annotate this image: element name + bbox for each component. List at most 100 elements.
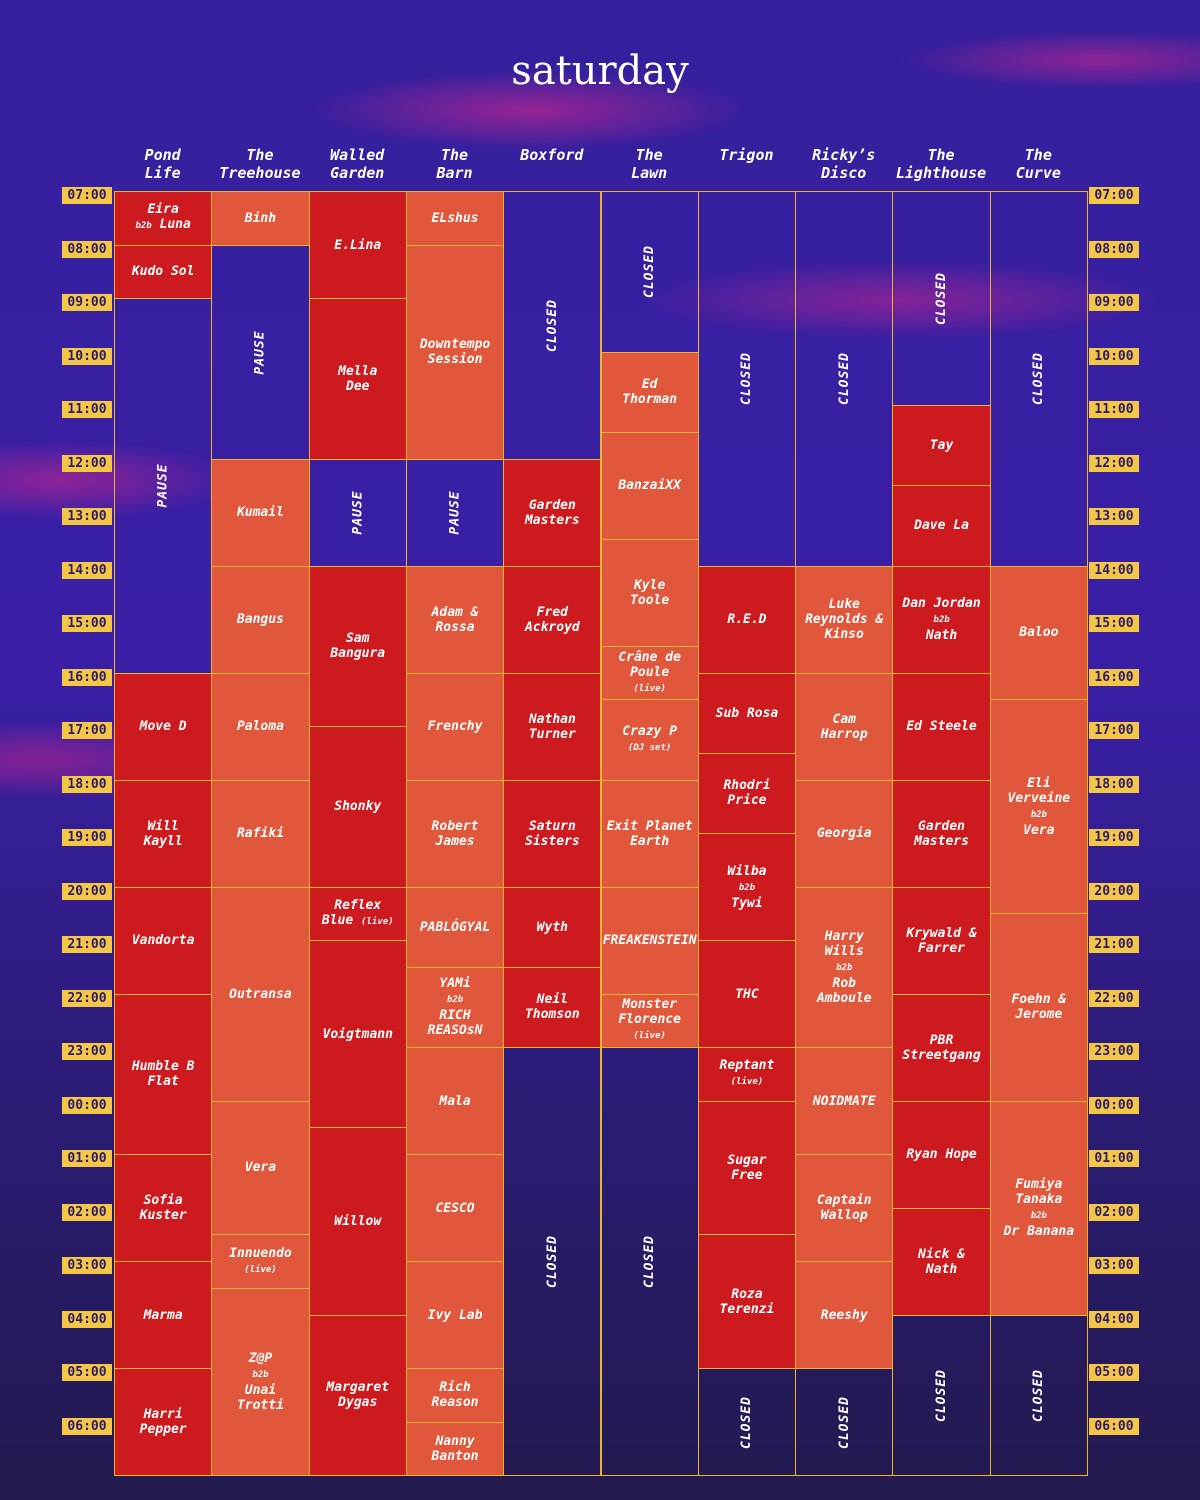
act-line: Dan Jordan xyxy=(902,596,981,611)
act-line: Nick & xyxy=(918,1246,966,1262)
act-line: Neil xyxy=(536,992,568,1008)
act-line: b2b xyxy=(446,995,464,1006)
act-line: Crâne de xyxy=(618,649,681,665)
stage-name: The Lighthouse xyxy=(892,146,989,182)
gap-label: CLOSED xyxy=(544,298,560,352)
hour-label: 19:00 xyxy=(1089,829,1139,846)
act-line: Saturn xyxy=(528,818,576,834)
act-line: Kayll xyxy=(143,833,183,849)
set-block: Shonky xyxy=(308,726,407,888)
act-line: Toole xyxy=(630,592,670,608)
act-line: James xyxy=(435,833,475,849)
act-line: Sofia xyxy=(143,1193,183,1208)
set-block: YAMi b2b RICH REASOsN xyxy=(405,966,505,1048)
act-line: Luke xyxy=(828,597,860,612)
set-block: Sub Rosa xyxy=(697,672,797,754)
act-line: Jerome xyxy=(1015,1007,1063,1023)
act-line: Ed Steele xyxy=(906,719,977,734)
gap-label: CLOSED xyxy=(934,272,950,325)
set-block: Wilba b2b Tywi xyxy=(697,833,797,941)
gap-block: PAUSE xyxy=(308,458,407,567)
stage-name-line: Pond xyxy=(144,146,181,164)
hour-label: 07:00 xyxy=(62,187,112,204)
act-line: Mala xyxy=(439,1093,471,1109)
act-line: Crazy P xyxy=(622,723,678,739)
act-line: Nath xyxy=(925,1261,958,1277)
stage-name: Trigon xyxy=(698,146,795,164)
act-line: Turner xyxy=(528,726,576,742)
gap-label: PAUSE xyxy=(155,463,171,508)
hour-label: 18:00 xyxy=(62,775,112,793)
act-line: (live) xyxy=(244,1264,277,1275)
act-line: Earth xyxy=(630,833,670,849)
gap-label: CLOSED xyxy=(642,1235,658,1288)
set-block: Crâne de Poule (live) xyxy=(600,645,699,701)
gap-block: CLOSED xyxy=(892,191,991,406)
act-line: Shonky xyxy=(334,799,382,815)
set-block: Rhodri Price xyxy=(697,752,797,834)
hour-label: 12:00 xyxy=(62,454,112,472)
set-block: Nick & Nath xyxy=(892,1207,991,1316)
set-block: Vandorta xyxy=(114,886,213,995)
hour-label: 14:00 xyxy=(62,561,112,579)
act-line: Rhodri xyxy=(723,778,771,794)
act-line: Eli xyxy=(1027,775,1051,791)
act-line: Voigtmann xyxy=(322,1026,393,1042)
act-line: Move D xyxy=(139,719,187,734)
act-line: Foehn & xyxy=(1011,992,1067,1008)
set-block: THC xyxy=(697,940,797,1048)
set-block: Exit Planet Earth xyxy=(600,779,699,888)
hour-label: 17:00 xyxy=(62,722,112,739)
act-line: Wallop xyxy=(820,1208,868,1223)
hour-label: 13:00 xyxy=(62,508,112,525)
set-block: Adam & Rossa xyxy=(405,565,505,674)
act-line: Garden xyxy=(528,497,576,513)
act-line: Sugar xyxy=(727,1152,767,1168)
stage-name-line: Walled xyxy=(330,146,385,164)
act-line: REASOsN xyxy=(427,1023,483,1039)
act-line: Ed xyxy=(641,377,658,393)
act-line: R.E.D xyxy=(727,612,767,627)
set-block: Foehn & Jerome xyxy=(989,913,1088,1102)
set-block: Reeshy xyxy=(795,1261,894,1369)
hour-label: 19:00 xyxy=(62,829,112,846)
set-block: Reflex Blue (live) xyxy=(308,886,407,941)
set-block: Kudo Sol xyxy=(114,244,213,299)
set-block: PABLÓGYAL xyxy=(405,886,505,968)
act-line: RICH xyxy=(439,1008,471,1024)
set-block: Harry Wills b2b Rob Amboule xyxy=(795,886,894,1048)
set-block: Mella Dee xyxy=(308,298,407,460)
act-line: Nath xyxy=(925,628,958,643)
act-line: Robert xyxy=(431,818,479,834)
act-line: Frenchy xyxy=(427,719,483,734)
hour-label: 08:00 xyxy=(62,240,112,258)
set-block: FREAKENSTEIN xyxy=(600,886,699,995)
set-block: Eli Verveine b2b Vera xyxy=(989,699,1088,915)
stage-name: The Curve xyxy=(990,146,1087,182)
act-line: Dave La xyxy=(914,518,969,534)
act-line: (live) xyxy=(633,683,666,694)
gap-label: PAUSE xyxy=(447,490,463,535)
gap-label: PAUSE xyxy=(252,329,268,375)
stage-name-line: Trigon xyxy=(719,146,774,164)
set-block: Dan Jordan b2b Nath xyxy=(892,565,991,674)
act-line: Rob xyxy=(832,975,856,991)
act-line: Georgia xyxy=(816,826,872,841)
set-block: Harri Pepper xyxy=(114,1368,213,1476)
hour-label: 10:00 xyxy=(62,347,112,365)
act-line: Z@P xyxy=(248,1350,273,1366)
hour-label: 23:00 xyxy=(1089,1043,1139,1060)
set-block: Garden Masters xyxy=(892,779,991,888)
gap-block: CLOSED xyxy=(697,191,797,567)
act-line: Innuendo xyxy=(229,1245,292,1261)
stage-name: The Lawn xyxy=(601,146,698,182)
act-line: YAMi xyxy=(439,976,471,992)
act-line: Rich xyxy=(439,1380,471,1396)
set-block: Robert James xyxy=(405,779,505,888)
stage-name-line: Barn xyxy=(436,164,473,182)
set-block: Sugar Free xyxy=(697,1100,797,1236)
hour-label: 02:00 xyxy=(62,1203,112,1221)
act-line: Vera xyxy=(244,1160,277,1176)
set-block: Kyle Toole xyxy=(600,538,699,647)
